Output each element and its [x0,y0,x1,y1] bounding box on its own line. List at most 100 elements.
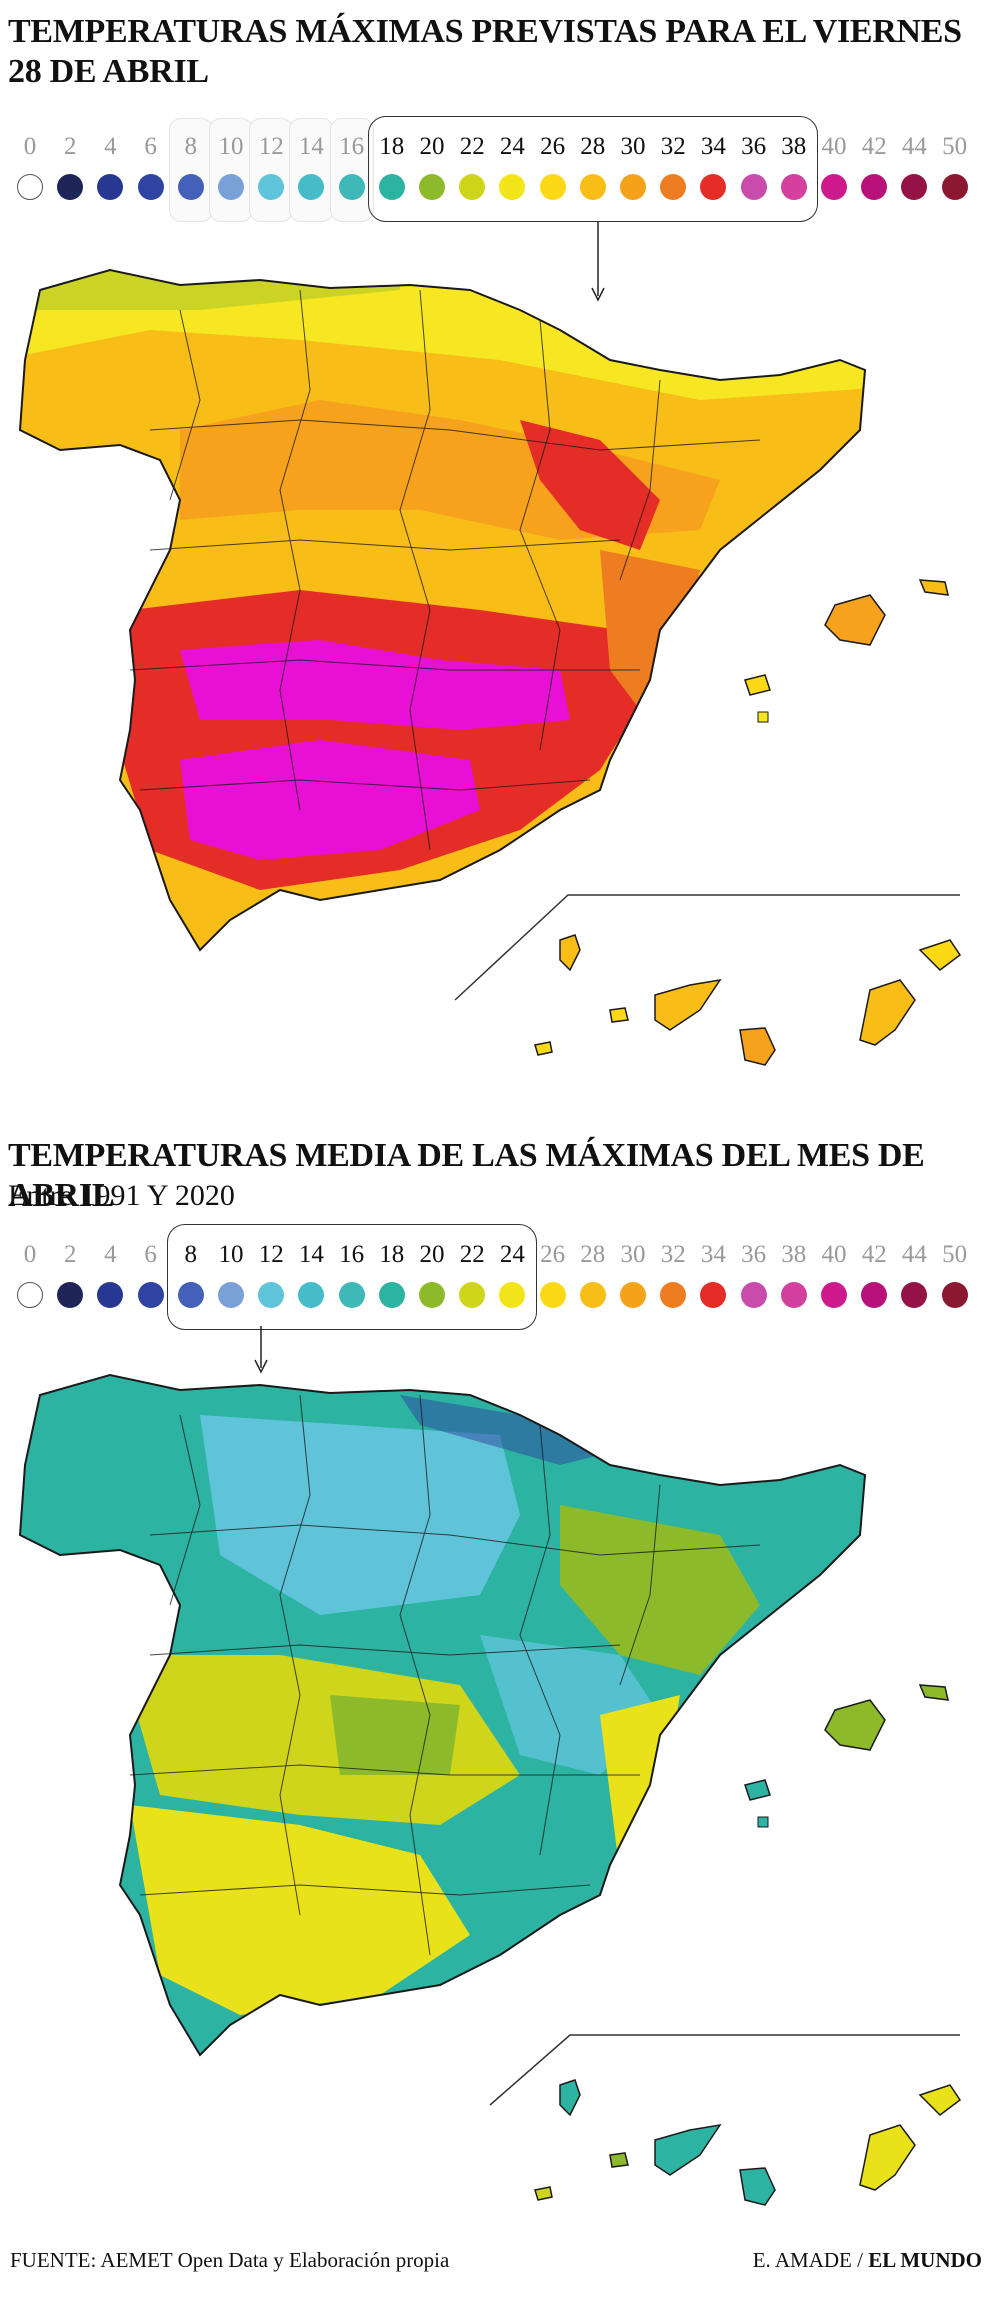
legend-item: 8 [171,1240,211,1308]
legend-swatch [419,1282,445,1308]
legend-swatch [499,1282,526,1308]
legend-swatch [941,1282,968,1308]
legend-swatch [579,1282,606,1308]
legend-swatch [700,174,727,200]
legend-value: 14 [298,1241,324,1268]
legend-swatch [941,174,968,200]
legend-item: 42 [854,132,894,200]
legend-value: 26 [540,1241,566,1268]
legend-value: 36 [741,1241,767,1268]
title-line-2: 28 DE ABRIL [8,53,209,90]
legend-swatch [539,174,566,200]
legend-value: 32 [660,1241,686,1268]
legend-value: 2 [63,133,77,160]
legend-arrow-forecast [591,222,605,302]
legend-value: 16 [339,133,365,160]
legend-item: 4 [90,1240,130,1308]
legend-item: 16 [332,1240,372,1308]
legend-swatch [901,174,928,200]
legend-swatch [861,174,888,200]
map-title-average: TEMPERATURAS MEDIA DE LAS MÁXIMAS DEL ME… [8,1137,925,1214]
legend-item: 20 [412,1240,452,1308]
legend-swatch [780,1282,807,1308]
legend-value: 0 [23,133,37,160]
legend-item: 12 [251,1240,291,1308]
legend-swatch [258,1282,285,1308]
legend-item: 38 [774,132,814,200]
map-title-forecast: TEMPERATURAS MÁXIMAS PREVISTAS PARA EL V… [8,12,962,92]
legend-item: 18 [372,132,412,200]
temperature-legend-average: 0 2 4 6 8 10 12 14 16 18 20 22 24 26 28 30 32 34 36 38 40 42 4… [10,1224,985,1350]
legend-item: 24 [492,1240,532,1308]
temperature-legend-forecast: 0 2 4 6 8 10 12 14 16 18 20 22 24 26 28 30 32 34 36 38 40 42 4… [10,116,985,242]
legend-value: 34 [700,1241,726,1268]
average-map [19,1374,962,2206]
legend-item: 40 [814,1240,854,1308]
canary-inset-frame [489,2034,960,2106]
legend-swatch [579,174,606,200]
legend-swatch [97,174,124,200]
legend-swatch [338,174,365,200]
legend-value: 34 [700,133,726,160]
legend-faded-box [329,118,374,222]
legend-faded-box [249,118,294,222]
legend-swatch [137,1282,164,1308]
brand-name: EL MUNDO [868,2248,982,2272]
legend-swatch [137,174,164,200]
author-name: E. AMADE [752,2248,852,2272]
legend-swatch [57,1282,84,1308]
legend-item: 40 [814,132,854,200]
legend-swatch [97,1282,124,1308]
legend-item: 36 [734,1240,774,1308]
canary-islands [534,934,962,1066]
legend-highlight-box [367,116,818,222]
legend-swatch [378,1282,405,1308]
legend-value: 12 [258,1241,284,1268]
legend-item: 0 [10,132,50,200]
author-credit: E. AMADE / EL MUNDO [753,2248,982,2273]
legend-swatch [660,174,687,200]
legend-item: 22 [452,1240,492,1308]
legend-value: 28 [580,1241,606,1268]
legend-item: 16 [332,132,372,200]
legend-value: 40 [821,1241,847,1268]
legend-item: 28 [573,1240,613,1308]
legend-swatch [258,174,285,200]
legend-item: 30 [613,1240,653,1308]
legend-highlight-box [166,1224,537,1330]
legend-swatch [499,174,526,200]
map-subtitle-average: Entre 1991 Y 2020 [8,1179,235,1212]
legend-swatch [861,1282,888,1308]
legend-item: 26 [533,132,573,200]
legend-value: 18 [379,133,405,160]
legend-swatch [57,174,84,200]
legend-item: 12 [251,132,291,200]
legend-value: 2 [63,1241,77,1268]
legend-swatch [419,174,445,200]
legend-swatch [17,1282,43,1308]
legend-item: 44 [894,1240,934,1308]
province-borders [129,1394,761,1956]
legend-faded-box [209,118,254,222]
legend-value: 16 [339,1241,365,1268]
legend-item: 4 [90,132,130,200]
legend-value: 42 [861,1241,887,1268]
legend-value: 26 [540,133,566,160]
legend-swatch [218,1282,244,1308]
legend-swatch [378,174,405,200]
canary-inset-frame [454,894,960,1001]
legend-item: 2 [50,1240,90,1308]
legend-swatch [620,1282,646,1308]
legend-item: 6 [131,132,171,200]
legend-value: 0 [23,1241,37,1268]
legend-value: 50 [942,1241,968,1268]
legend-value: 44 [901,133,927,160]
legend-value: 28 [580,133,606,160]
legend-item: 0 [10,1240,50,1308]
legend-swatch [901,1282,928,1308]
legend-value: 24 [499,133,525,160]
balearic-islands [744,579,949,723]
canary-islands [534,2079,962,2206]
legend-item: 50 [935,1240,975,1308]
legend-swatch [780,174,807,200]
